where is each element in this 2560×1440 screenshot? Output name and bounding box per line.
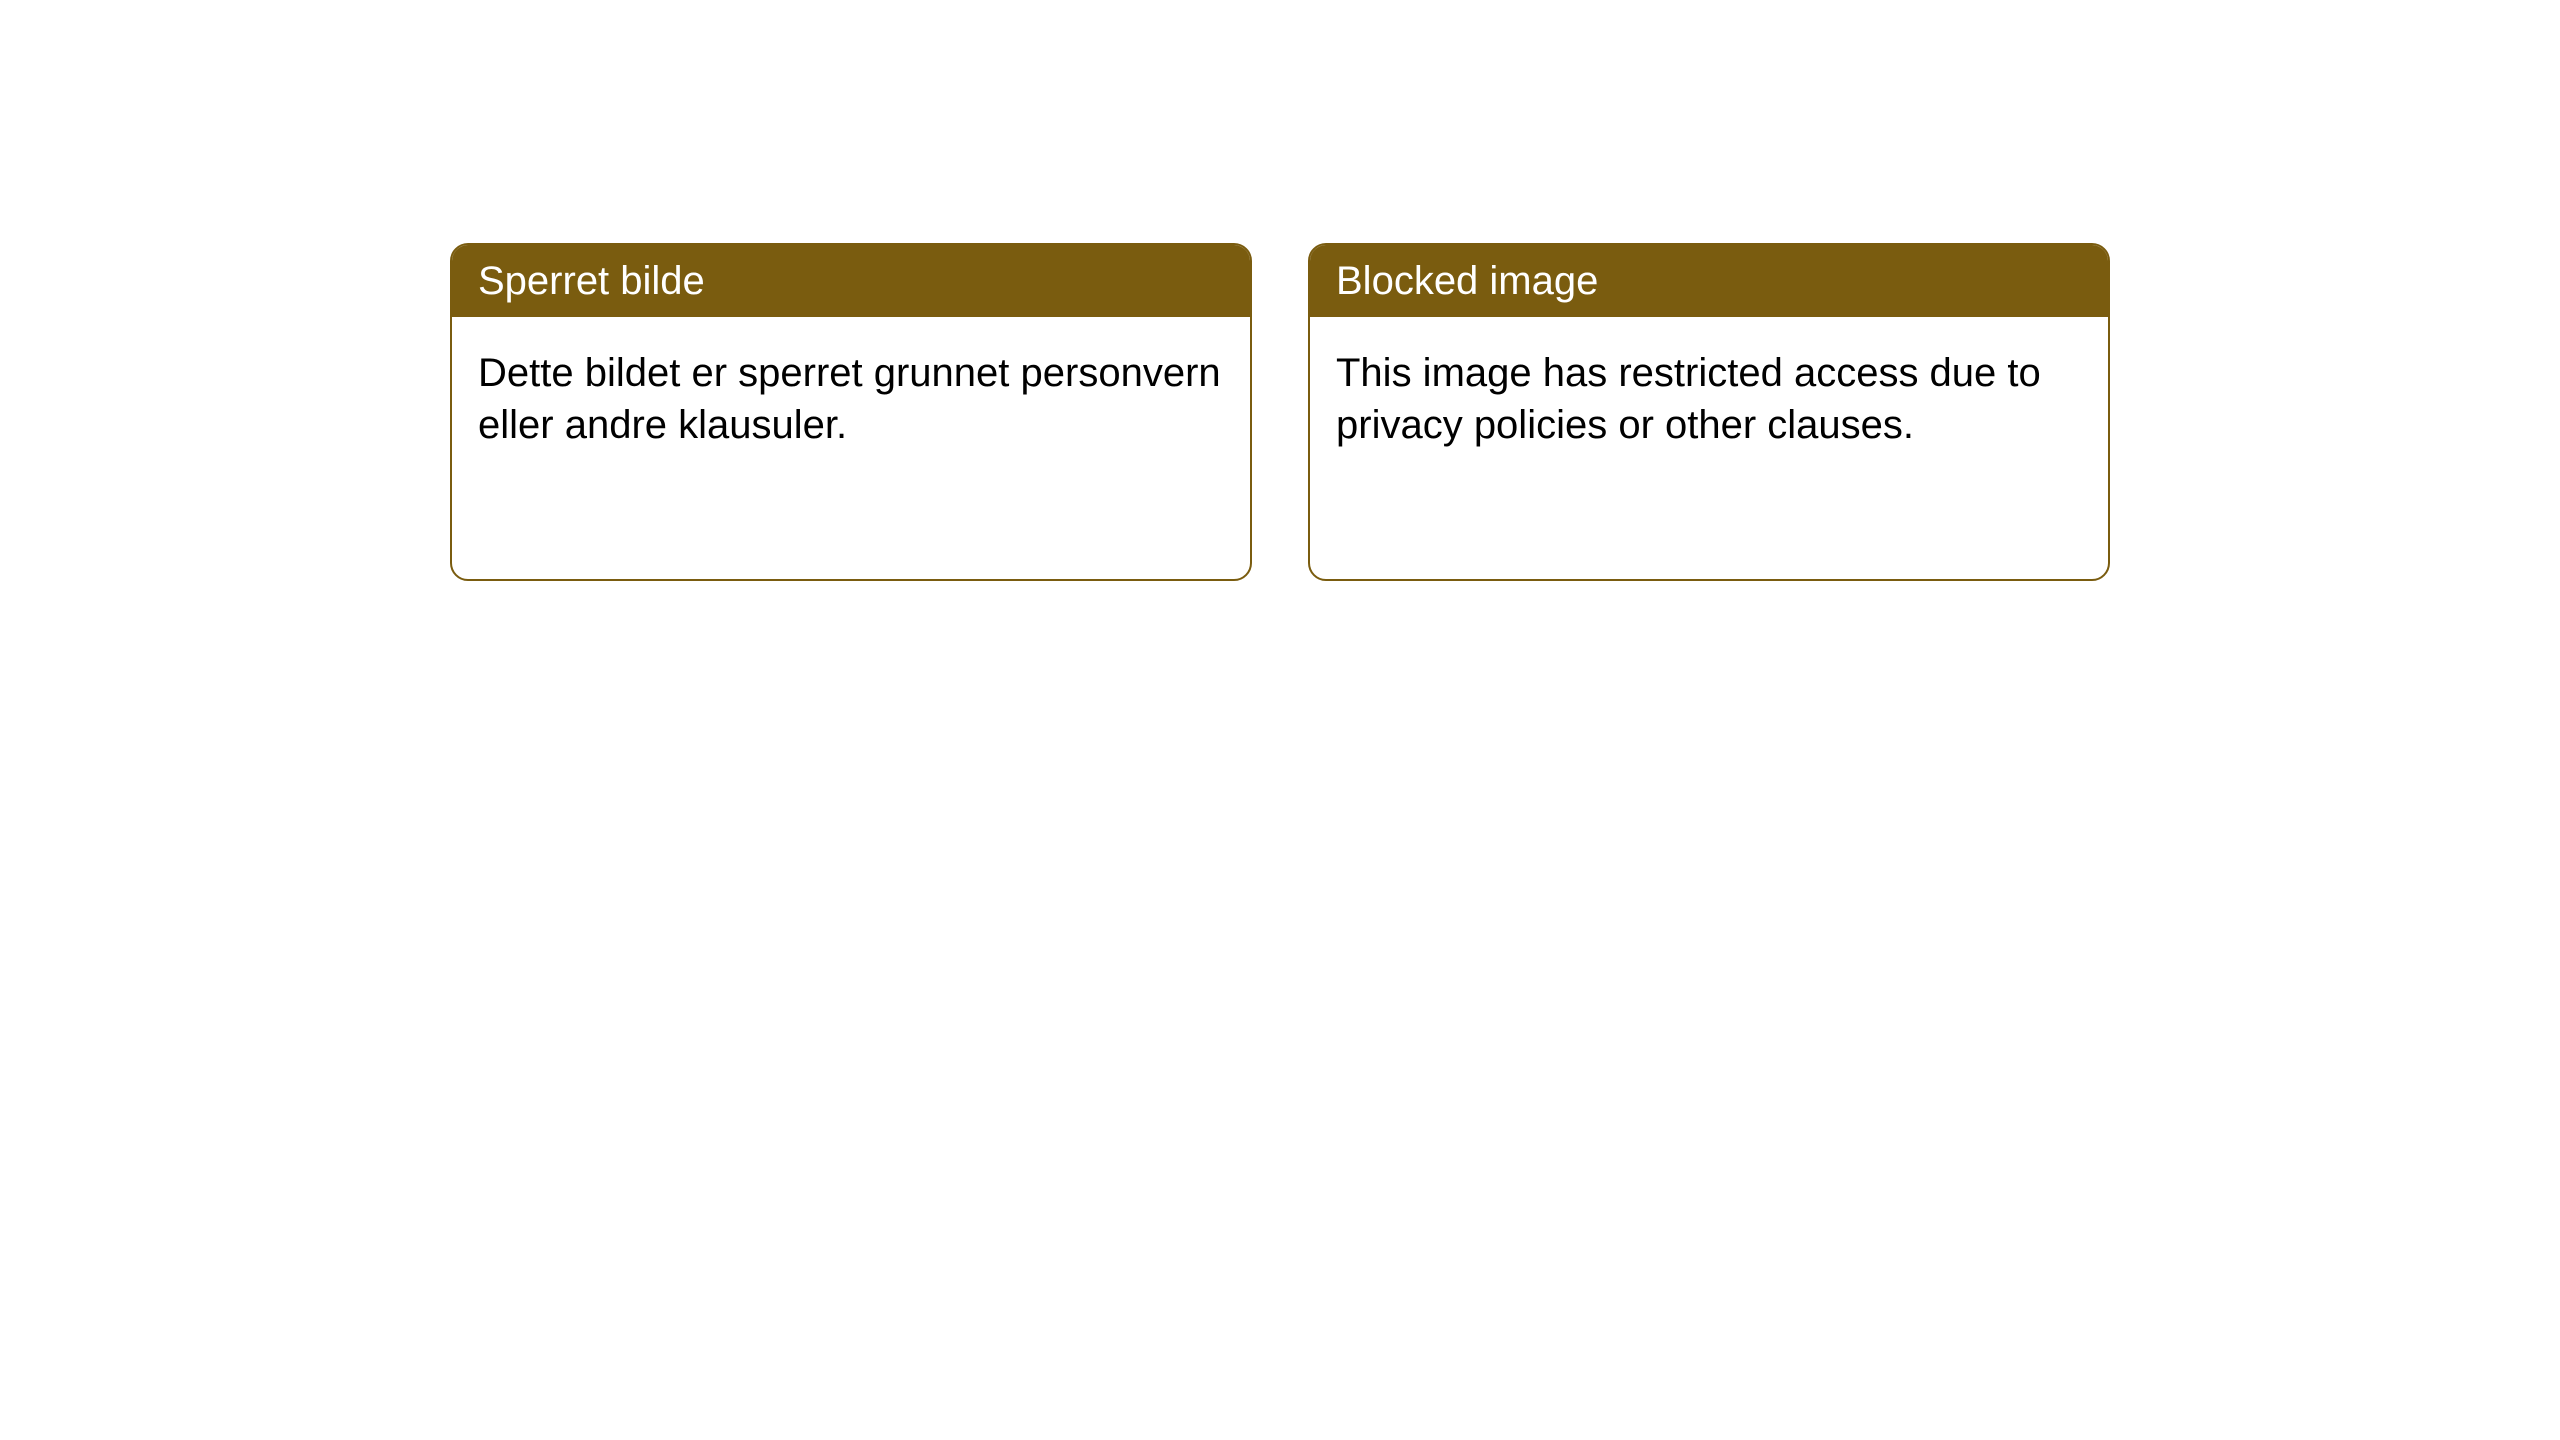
card-body-text: Dette bildet er sperret grunnet personve… (478, 351, 1221, 447)
card-norwegian: Sperret bilde Dette bildet er sperret gr… (450, 243, 1252, 581)
cards-container: Sperret bilde Dette bildet er sperret gr… (450, 243, 2110, 581)
card-header: Sperret bilde (452, 245, 1250, 317)
card-header: Blocked image (1310, 245, 2108, 317)
card-title: Blocked image (1336, 259, 1598, 303)
card-title: Sperret bilde (478, 259, 705, 303)
card-body: This image has restricted access due to … (1310, 317, 2108, 481)
card-english: Blocked image This image has restricted … (1308, 243, 2110, 581)
card-body-text: This image has restricted access due to … (1336, 351, 2041, 447)
card-body: Dette bildet er sperret grunnet personve… (452, 317, 1250, 481)
